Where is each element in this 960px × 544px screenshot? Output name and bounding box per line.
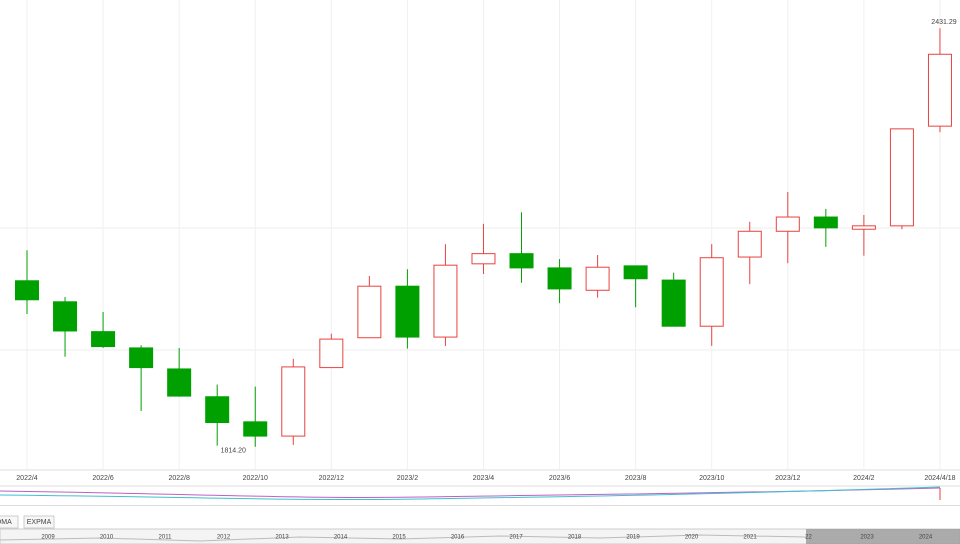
candle-body [509, 253, 534, 269]
candle-body [775, 216, 800, 232]
candle-body [851, 225, 876, 230]
navigator-year: 2018 [568, 535, 582, 541]
navigator-year: 2009 [41, 535, 55, 541]
grid [0, 227, 960, 351]
candle-body [281, 366, 306, 437]
high-annotation: 2431.29 [931, 19, 956, 26]
x-tick-label: 2022/10 [243, 475, 268, 482]
navigator-year: 2021 [743, 535, 757, 541]
x-tick-label: 2023/6 [549, 475, 571, 482]
x-tick-label: 2022/12 [319, 475, 344, 482]
x-tick-label: 2022/8 [168, 475, 190, 482]
candle-body [547, 267, 572, 290]
candle-body [927, 53, 952, 127]
low-annotation: 1814.20 [221, 448, 246, 455]
navigator-year: 2019 [626, 535, 640, 541]
candle-body [15, 280, 39, 301]
navigator-window[interactable] [806, 529, 960, 544]
x-tick-label: 2022/6 [92, 475, 114, 482]
candle-body [167, 368, 192, 397]
navigator-year: 2023 [860, 535, 874, 541]
candle-body [737, 230, 762, 258]
candle-body [889, 128, 914, 227]
x-tick-label: 2023/4 [473, 475, 495, 482]
candle-body [129, 347, 154, 369]
tab-label: DMA [0, 519, 12, 526]
x-tick-label: 2023/8 [625, 475, 647, 482]
x-tick-label: 2023/2 [397, 475, 419, 482]
candle-body [243, 421, 268, 437]
tab-label: EXPMA [27, 519, 52, 526]
candle-body [585, 266, 610, 291]
x-tick-label: 2024/4/18 [924, 475, 955, 482]
navigator-year: 2020 [685, 535, 699, 541]
candle-body [395, 285, 420, 338]
candle-body [319, 338, 344, 369]
navigator-year: 2024 [919, 535, 933, 541]
navigator-year: 2014 [334, 535, 348, 541]
x-tick-label: 2023/10 [699, 475, 724, 482]
navigator-line [0, 534, 807, 542]
candle-body [661, 279, 686, 327]
candle-body [433, 264, 458, 338]
x-tick-label: 2023/12 [775, 475, 800, 482]
candle-body [357, 285, 382, 339]
navigator-year: 2013 [275, 535, 289, 541]
panel-separator [0, 505, 960, 506]
indicator-tabs: DMA EXPMA [0, 515, 55, 529]
candle-body [205, 396, 230, 424]
tab[interactable] [23, 515, 55, 529]
indicator-line [0, 487, 941, 498]
x-tick-label: 2022/4 [16, 475, 38, 482]
candle-body [699, 257, 724, 327]
navigator-year: 2010 [100, 535, 114, 541]
navigator-year: 2016 [451, 535, 465, 541]
indicator-line [0, 486, 941, 501]
candle-body [91, 331, 116, 348]
candle-body [623, 265, 648, 280]
tab[interactable] [0, 515, 19, 529]
navigator-year: 2011 [159, 535, 173, 541]
plot [15, 0, 952, 470]
navigator-year: 2012 [217, 535, 231, 541]
navigator-year: 2017 [509, 535, 523, 541]
navigator-year: 2015 [392, 535, 406, 541]
navigator-year: 22 [805, 535, 812, 541]
candle-body [813, 216, 838, 229]
candle-body [471, 253, 496, 265]
candle-body [53, 301, 78, 332]
x-tick-label: 2024/2 [853, 475, 875, 482]
